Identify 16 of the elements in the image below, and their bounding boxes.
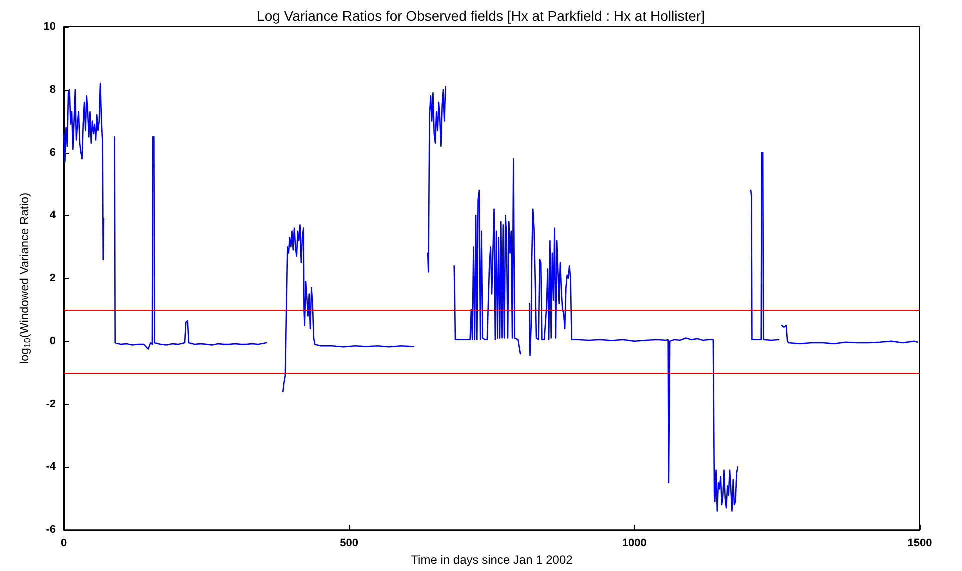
y-tick-label: 0 bbox=[50, 335, 56, 348]
y-tick-label: 2 bbox=[50, 272, 56, 285]
chart-title: Log Variance Ratios for Observed fields [Hx at Parkfield : Hx at Hollister] bbox=[257, 8, 705, 24]
x-tick-label: 500 bbox=[340, 538, 359, 550]
y-tick-label: -2 bbox=[46, 398, 56, 410]
y-tick-label: -4 bbox=[46, 461, 57, 474]
y-tick-label: 6 bbox=[50, 146, 56, 159]
y-tick-label: 8 bbox=[50, 84, 56, 96]
x-tick-label: 1500 bbox=[908, 538, 932, 550]
x-tick-label: 1000 bbox=[622, 538, 647, 550]
y-axis-title: log10(Windowed Variance Ratio) bbox=[18, 192, 32, 364]
y-tick-label: 10 bbox=[44, 21, 56, 33]
x-tick-label: 0 bbox=[60, 538, 68, 550]
x-axis-title: Time in days since Jan 1 2002 bbox=[411, 553, 574, 567]
y-tick-label: -6 bbox=[46, 524, 56, 536]
y-tick-label: 4 bbox=[50, 210, 57, 222]
